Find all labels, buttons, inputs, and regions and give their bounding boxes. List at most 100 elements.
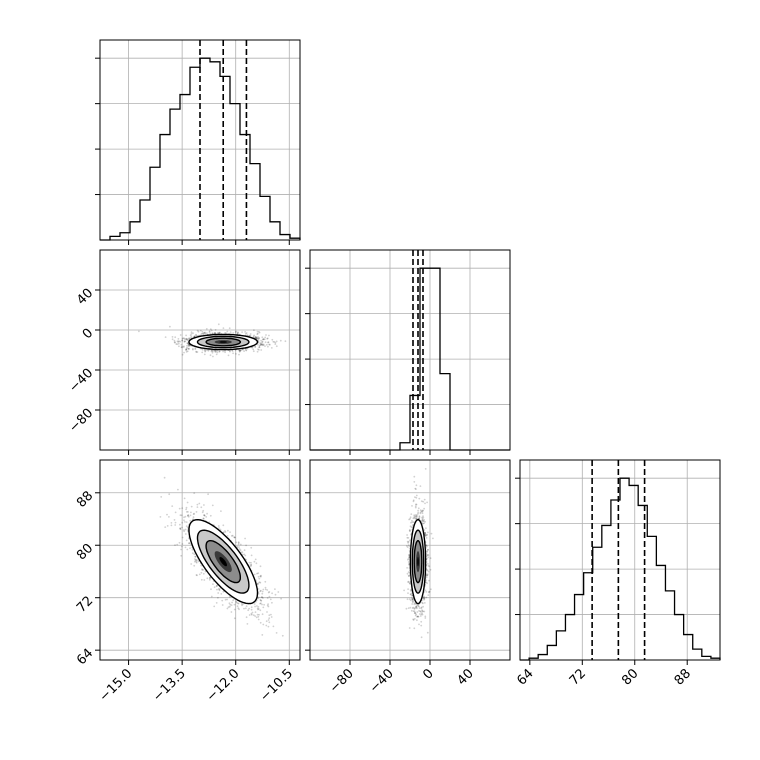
- sample-point: [258, 330, 260, 333]
- sample-point: [211, 351, 214, 354]
- sample-point: [250, 561, 252, 564]
- sample-point: [239, 349, 242, 352]
- sample-point: [221, 604, 224, 606]
- sample-point: [194, 555, 197, 558]
- sample-point: [228, 602, 231, 605]
- sample-point: [408, 545, 411, 548]
- sample-point: [250, 608, 253, 611]
- sample-point: [186, 339, 189, 342]
- sample-point: [268, 595, 271, 598]
- sample-point: [209, 577, 212, 579]
- sample-point: [257, 582, 260, 585]
- x-tick-label: 72: [567, 666, 589, 688]
- sample-point: [233, 608, 236, 611]
- sample-point: [407, 542, 409, 544]
- sample-point: [414, 611, 416, 614]
- sample-point: [267, 619, 270, 621]
- sample-point: [184, 515, 187, 518]
- sample-point: [244, 332, 247, 335]
- sample-point: [417, 507, 420, 510]
- sample-point: [270, 347, 273, 349]
- sample-point: [407, 558, 409, 561]
- sample-point: [243, 553, 246, 556]
- sample-point: [422, 597, 425, 599]
- sample-point: [194, 558, 196, 560]
- sample-point: [196, 351, 199, 353]
- sample-point: [244, 331, 247, 333]
- sample-point: [188, 337, 191, 340]
- sample-point: [203, 349, 206, 352]
- sample-point: [409, 516, 412, 519]
- sample-point: [208, 331, 211, 333]
- sample-point: [247, 609, 250, 612]
- sample-point: [419, 610, 422, 613]
- sample-point: [266, 589, 269, 591]
- sample-point: [408, 574, 411, 577]
- sample-point: [193, 564, 196, 567]
- sample-point: [257, 339, 260, 341]
- sample-point: [261, 592, 264, 595]
- sample-point: [225, 332, 227, 334]
- sample-point: [414, 612, 417, 615]
- scatter-panel-2-0: [95, 459, 301, 665]
- sample-point: [409, 525, 412, 528]
- sample-point: [210, 350, 213, 353]
- sample-point: [187, 345, 190, 348]
- sample-point: [230, 604, 233, 606]
- sample-point: [215, 585, 218, 588]
- sample-point: [424, 615, 427, 618]
- sample-point: [426, 501, 428, 504]
- sample-point: [163, 476, 166, 479]
- sample-point: [174, 341, 176, 344]
- sample-point: [222, 524, 225, 527]
- sample-point: [258, 613, 260, 616]
- sample-point: [415, 606, 418, 609]
- sample-point: [411, 603, 414, 605]
- sample-point: [243, 350, 246, 352]
- panel-frame: [99, 249, 301, 451]
- sample-point: [202, 517, 205, 520]
- sample-point: [184, 546, 187, 549]
- sample-point: [425, 537, 428, 539]
- sample-point: [217, 525, 220, 527]
- sample-point: [426, 574, 429, 577]
- sample-point: [412, 606, 415, 609]
- sample-point: [419, 485, 422, 487]
- sample-point: [178, 507, 181, 510]
- sample-point: [186, 501, 189, 504]
- sample-point: [258, 349, 260, 351]
- sample-point: [204, 570, 207, 573]
- sample-point: [201, 511, 204, 514]
- sample-point: [421, 517, 424, 520]
- sample-point: [281, 634, 284, 637]
- sample-point: [265, 620, 268, 623]
- sample-point: [253, 603, 256, 605]
- sample-point: [244, 607, 247, 610]
- sample-point: [410, 521, 412, 524]
- sample-point: [428, 590, 430, 593]
- sample-point: [257, 606, 260, 608]
- sample-point: [267, 603, 269, 605]
- sample-point: [233, 617, 236, 620]
- sample-point: [181, 526, 183, 529]
- sample-point: [248, 561, 251, 564]
- sample-point: [406, 536, 409, 539]
- sample-point: [264, 588, 267, 591]
- sample-point: [426, 569, 429, 572]
- sample-point: [257, 618, 260, 621]
- sample-point: [268, 621, 271, 624]
- sample-point: [190, 511, 192, 514]
- sample-point: [425, 591, 428, 593]
- sample-point: [214, 351, 217, 353]
- sample-point: [174, 544, 176, 546]
- sample-point: [256, 336, 258, 339]
- sample-point: [425, 544, 428, 547]
- sample-point: [203, 353, 206, 356]
- sample-point: [260, 342, 262, 345]
- sample-point: [413, 607, 416, 610]
- sample-point: [248, 614, 251, 616]
- sample-point: [209, 328, 212, 331]
- sample-point: [195, 560, 198, 563]
- sample-point: [183, 337, 186, 340]
- sample-point: [220, 510, 222, 512]
